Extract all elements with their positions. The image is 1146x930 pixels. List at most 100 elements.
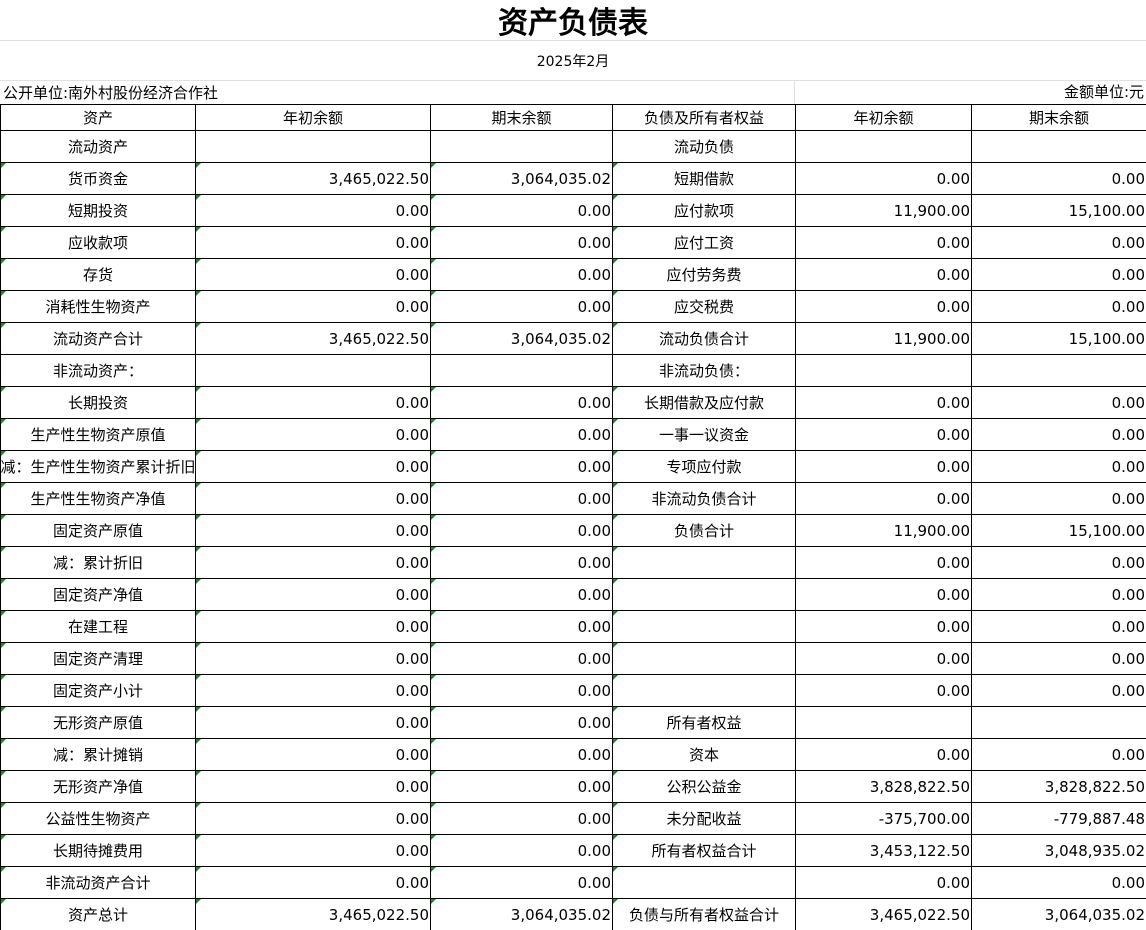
cell-liab-closing[interactable] <box>971 706 1146 739</box>
cell-assets[interactable]: 无形资产净值 <box>0 770 196 803</box>
cell-assets-closing[interactable]: 0.00 <box>430 546 613 579</box>
cell-assets[interactable]: 流动资产合计 <box>0 322 196 355</box>
cell-liab-opening[interactable]: 11,900.00 <box>795 322 972 355</box>
cell-liab-opening[interactable]: 0.00 <box>795 450 972 483</box>
cell-assets-opening[interactable] <box>195 354 431 387</box>
cell-assets-opening[interactable]: 0.00 <box>195 418 431 451</box>
cell-liabilities[interactable] <box>612 578 796 611</box>
cell-liab-opening[interactable]: 0.00 <box>795 162 972 195</box>
cell-assets[interactable]: 流动资产 <box>0 130 196 163</box>
cell-assets[interactable]: 消耗性生物资产 <box>0 290 196 323</box>
cell-liab-opening[interactable]: 0.00 <box>795 642 972 675</box>
cell-liab-opening[interactable]: 0.00 <box>795 674 972 707</box>
cell-liabilities[interactable]: 应付工资 <box>612 226 796 259</box>
cell-liab-opening[interactable] <box>795 354 972 387</box>
header-assets-closing[interactable]: 期末余额 <box>430 104 613 131</box>
cell-liab-closing[interactable]: 0.00 <box>971 546 1146 579</box>
cell-liab-opening[interactable]: 3,465,022.50 <box>795 898 972 930</box>
cell-assets[interactable]: 减：累计折旧 <box>0 546 196 579</box>
cell-assets-opening[interactable]: 0.00 <box>195 706 431 739</box>
cell-liab-closing[interactable]: 0.00 <box>971 226 1146 259</box>
cell-assets-opening[interactable]: 3,465,022.50 <box>195 162 431 195</box>
cell-assets-closing[interactable]: 0.00 <box>430 610 613 643</box>
cell-liabilities[interactable] <box>612 546 796 579</box>
cell-assets-closing[interactable]: 0.00 <box>430 194 613 227</box>
cell-assets-closing[interactable]: 0.00 <box>430 418 613 451</box>
cell-assets[interactable]: 货币资金 <box>0 162 196 195</box>
header-assets-opening[interactable]: 年初余额 <box>195 104 431 131</box>
cell-liabilities[interactable]: 非流动负债合计 <box>612 482 796 515</box>
cell-liabilities[interactable]: 流动负债合计 <box>612 322 796 355</box>
cell-assets-closing[interactable]: 0.00 <box>430 642 613 675</box>
cell-liab-opening[interactable]: 0.00 <box>795 578 972 611</box>
cell-liabilities[interactable]: 负债与所有者权益合计 <box>612 898 796 930</box>
cell-assets[interactable]: 资产总计 <box>0 898 196 930</box>
cell-liab-opening[interactable]: 0.00 <box>795 386 972 419</box>
cell-liab-opening[interactable]: -375,700.00 <box>795 802 972 835</box>
cell-liabilities[interactable]: 流动负债 <box>612 130 796 163</box>
cell-liabilities[interactable]: 未分配收益 <box>612 802 796 835</box>
cell-liab-opening[interactable]: 0.00 <box>795 290 972 323</box>
cell-assets-opening[interactable]: 0.00 <box>195 642 431 675</box>
cell-liabilities[interactable] <box>612 866 796 899</box>
cell-liab-closing[interactable]: 0.00 <box>971 386 1146 419</box>
cell-assets-opening[interactable]: 0.00 <box>195 578 431 611</box>
cell-liab-closing[interactable] <box>971 354 1146 387</box>
cell-assets-closing[interactable]: 0.00 <box>430 482 613 515</box>
cell-liab-closing[interactable]: 3,828,822.50 <box>971 770 1146 803</box>
cell-liab-opening[interactable]: 0.00 <box>795 258 972 291</box>
cell-assets-opening[interactable]: 0.00 <box>195 450 431 483</box>
cell-assets[interactable]: 非流动资产： <box>0 354 196 387</box>
cell-assets-opening[interactable]: 0.00 <box>195 514 431 547</box>
cell-liab-opening[interactable] <box>795 130 972 163</box>
cell-assets[interactable]: 应收款项 <box>0 226 196 259</box>
cell-assets-closing[interactable]: 0.00 <box>430 514 613 547</box>
cell-liabilities[interactable]: 专项应付款 <box>612 450 796 483</box>
cell-liab-opening[interactable]: 0.00 <box>795 738 972 771</box>
cell-liab-closing[interactable]: 0.00 <box>971 450 1146 483</box>
cell-assets-closing[interactable]: 0.00 <box>430 386 613 419</box>
header-liabilities[interactable]: 负债及所有者权益 <box>612 104 796 131</box>
cell-assets[interactable]: 生产性生物资产原值 <box>0 418 196 451</box>
cell-assets[interactable]: 在建工程 <box>0 610 196 643</box>
cell-assets[interactable]: 减：累计摊销 <box>0 738 196 771</box>
cell-liab-closing[interactable]: 0.00 <box>971 482 1146 515</box>
cell-assets[interactable]: 无形资产原值 <box>0 706 196 739</box>
cell-assets-opening[interactable]: 0.00 <box>195 194 431 227</box>
cell-assets-closing[interactable]: 0.00 <box>430 226 613 259</box>
cell-liab-opening[interactable] <box>795 706 972 739</box>
cell-liabilities[interactable]: 应付款项 <box>612 194 796 227</box>
header-liab-closing[interactable]: 期末余额 <box>971 104 1146 131</box>
cell-assets-opening[interactable]: 0.00 <box>195 770 431 803</box>
cell-liabilities[interactable]: 负债合计 <box>612 514 796 547</box>
header-liab-opening[interactable]: 年初余额 <box>795 104 972 131</box>
cell-liab-opening[interactable]: 3,453,122.50 <box>795 834 972 867</box>
cell-assets[interactable]: 长期待摊费用 <box>0 834 196 867</box>
cell-assets-closing[interactable]: 0.00 <box>430 290 613 323</box>
cell-liab-closing[interactable]: 3,048,935.02 <box>971 834 1146 867</box>
cell-assets-closing[interactable]: 3,064,035.02 <box>430 322 613 355</box>
cell-assets[interactable]: 非流动资产合计 <box>0 866 196 899</box>
cell-liab-closing[interactable]: 0.00 <box>971 610 1146 643</box>
cell-liab-closing[interactable]: 0.00 <box>971 290 1146 323</box>
cell-liabilities[interactable]: 资本 <box>612 738 796 771</box>
cell-liab-opening[interactable]: 11,900.00 <box>795 194 972 227</box>
cell-liabilities[interactable] <box>612 674 796 707</box>
cell-assets-closing[interactable]: 3,064,035.02 <box>430 162 613 195</box>
cell-assets-opening[interactable]: 0.00 <box>195 482 431 515</box>
cell-liabilities[interactable]: 短期借款 <box>612 162 796 195</box>
cell-assets-opening[interactable]: 0.00 <box>195 258 431 291</box>
cell-assets-opening[interactable]: 3,465,022.50 <box>195 322 431 355</box>
cell-liabilities[interactable]: 非流动负债： <box>612 354 796 387</box>
cell-liabilities[interactable]: 所有者权益合计 <box>612 834 796 867</box>
cell-liabilities[interactable] <box>612 642 796 675</box>
cell-assets-opening[interactable]: 0.00 <box>195 290 431 323</box>
cell-assets-opening[interactable]: 0.00 <box>195 802 431 835</box>
cell-assets-closing[interactable]: 0.00 <box>430 834 613 867</box>
cell-assets-opening[interactable]: 0.00 <box>195 226 431 259</box>
cell-liab-opening[interactable]: 3,828,822.50 <box>795 770 972 803</box>
cell-assets-opening[interactable]: 0.00 <box>195 738 431 771</box>
cell-assets[interactable]: 固定资产小计 <box>0 674 196 707</box>
cell-assets-opening[interactable]: 3,465,022.50 <box>195 898 431 930</box>
cell-liab-closing[interactable]: 0.00 <box>971 258 1146 291</box>
